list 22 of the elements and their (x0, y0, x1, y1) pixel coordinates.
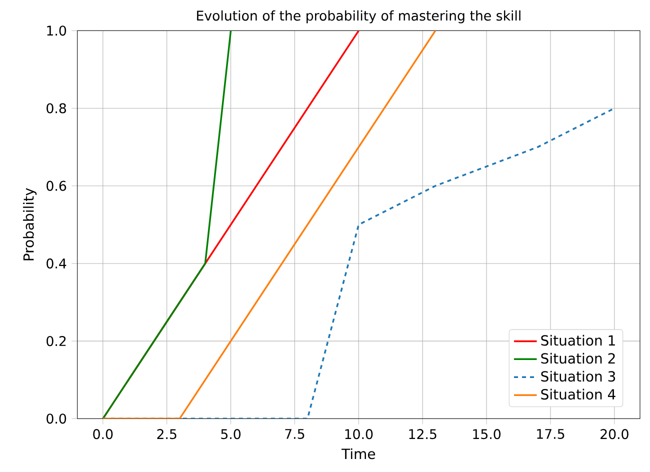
x-tick-label: 10.0 (345, 429, 373, 440)
legend-label: Situation 3 (541, 370, 616, 382)
legend-label: Situation 4 (541, 388, 616, 400)
x-tick-label: 2.5 (157, 429, 176, 440)
y-tick-label: 0.8 (46, 103, 66, 114)
chart-title: Evolution of the probability of mastering the skill (197, 10, 520, 24)
x-tick-label: 7.5 (285, 429, 304, 439)
x-tick-label: 0.0 (93, 429, 113, 440)
x-tick-label: 15.0 (473, 429, 501, 440)
y-tick-label: 1.0 (47, 26, 66, 36)
legend-label: Situation 2 (541, 352, 615, 364)
y-tick-label: 0.2 (46, 336, 66, 346)
y-tick-label: 0.4 (46, 258, 66, 269)
y-axis-title: Probability (23, 188, 37, 260)
x-axis-title: Time (341, 448, 376, 460)
x-tick-label: 12.5 (409, 429, 436, 440)
legend-label: Situation 1 (541, 334, 615, 346)
x-tick-label: 5.0 (221, 429, 241, 440)
y-tick-label: 0.6 (46, 180, 66, 191)
x-tick-label: 17.5 (537, 429, 564, 439)
y-tick-label: 0.0 (46, 414, 66, 424)
x-tick-label: 20.0 (600, 429, 628, 440)
